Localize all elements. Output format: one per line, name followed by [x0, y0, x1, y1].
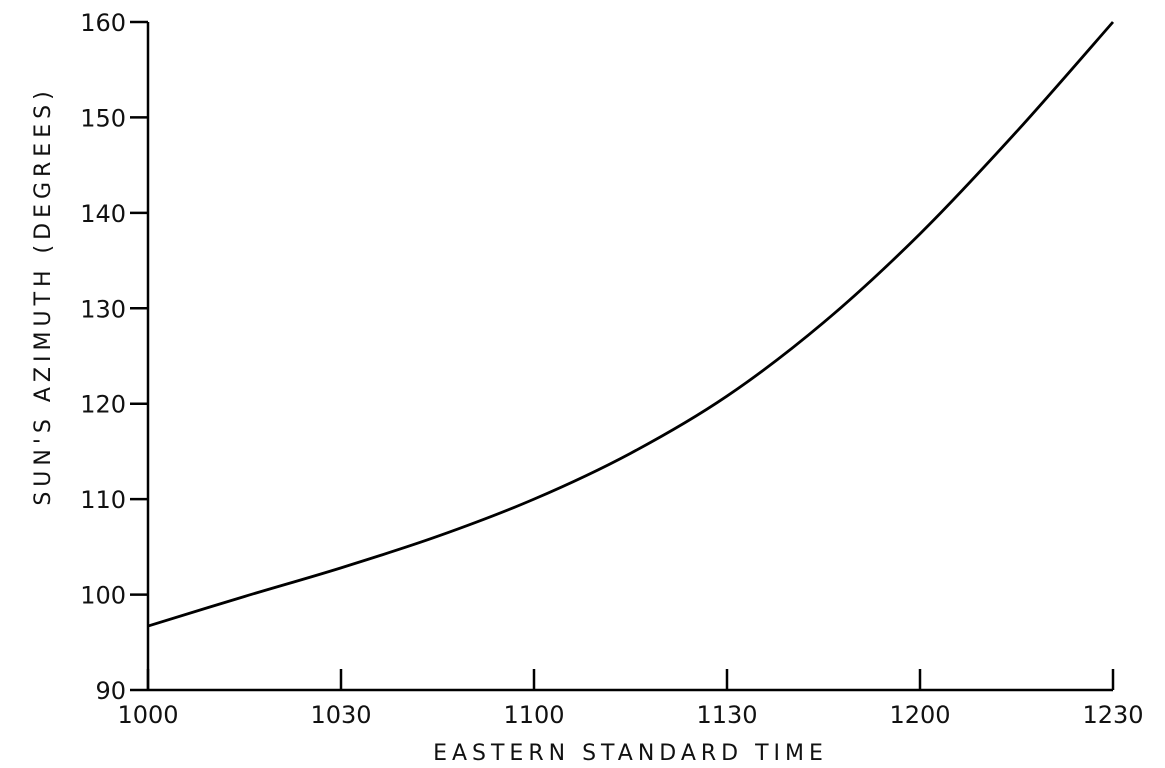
- series-layer: [147, 21, 1115, 628]
- y-tick-label: 110: [80, 486, 126, 514]
- x-tick-label: 1130: [696, 701, 757, 729]
- y-tick-label: 160: [80, 9, 126, 37]
- y-tick-label: 150: [80, 104, 126, 132]
- y-tick-label: 130: [80, 295, 126, 323]
- y-axis-title: SUN'S AZIMUTH (DEGREES): [31, 86, 56, 505]
- x-axis-title: EASTERN STANDARD TIME: [433, 741, 828, 766]
- y-tick-label: 140: [80, 200, 126, 228]
- y-tick-label: 90: [95, 677, 126, 705]
- x-tick-label: 1100: [503, 701, 564, 729]
- y-tick-label: 120: [80, 391, 126, 419]
- x-tick-label: 1000: [117, 701, 178, 729]
- axes: [146, 22, 1113, 692]
- x-tick-label: 1200: [889, 701, 950, 729]
- x-tick-label: 1030: [310, 701, 371, 729]
- series-line: [147, 21, 1115, 628]
- y-ticks: 90 100 110 120 130 140 150 160: [80, 9, 148, 705]
- x-ticks: 1000 1030 1100 1130 1200 1230: [117, 669, 1144, 729]
- y-tick-label: 100: [80, 582, 126, 610]
- x-tick-label: 1230: [1082, 701, 1143, 729]
